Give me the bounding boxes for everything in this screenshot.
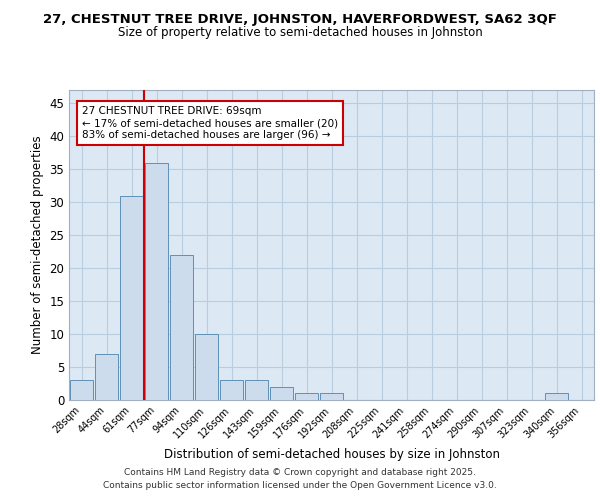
Bar [320,394,343,400]
Bar [145,162,169,400]
Text: Contains HM Land Registry data © Crown copyright and database right 2025.: Contains HM Land Registry data © Crown c… [124,468,476,477]
Text: Contains public sector information licensed under the Open Government Licence v3: Contains public sector information licen… [103,480,497,490]
X-axis label: Distribution of semi-detached houses by size in Johnston: Distribution of semi-detached houses by … [163,448,499,461]
Bar [295,394,319,400]
Text: Size of property relative to semi-detached houses in Johnston: Size of property relative to semi-detach… [118,26,482,39]
Bar [95,354,118,400]
Text: 27, CHESTNUT TREE DRIVE, JOHNSTON, HAVERFORDWEST, SA62 3QF: 27, CHESTNUT TREE DRIVE, JOHNSTON, HAVER… [43,12,557,26]
Bar [245,380,268,400]
Bar [194,334,218,400]
Bar [170,255,193,400]
Bar [220,380,244,400]
Bar [119,196,143,400]
Text: 27 CHESTNUT TREE DRIVE: 69sqm
← 17% of semi-detached houses are smaller (20)
83%: 27 CHESTNUT TREE DRIVE: 69sqm ← 17% of s… [82,106,338,140]
Bar [70,380,94,400]
Bar [269,387,293,400]
Bar [545,394,568,400]
Y-axis label: Number of semi-detached properties: Number of semi-detached properties [31,136,44,354]
